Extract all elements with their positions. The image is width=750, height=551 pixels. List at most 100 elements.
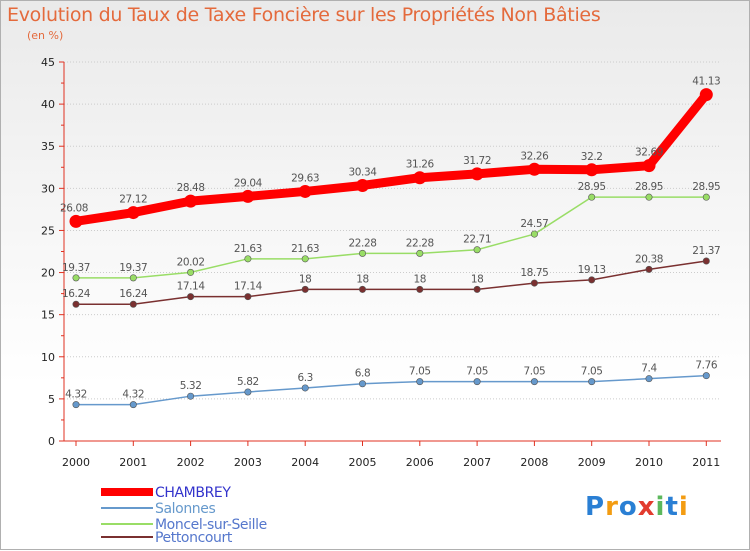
data-label: 27.12 [119, 194, 147, 206]
data-point [72, 300, 80, 308]
data-point [72, 401, 80, 409]
data-label: 16.24 [62, 288, 91, 300]
data-label: 18 [356, 273, 369, 285]
y-tick-label: 25 [41, 224, 55, 237]
data-label: 7.4 [641, 363, 657, 375]
data-point [358, 380, 366, 388]
data-label: 7.05 [466, 366, 488, 378]
data-point [129, 300, 137, 308]
data-point [645, 375, 653, 383]
logo-letter: x [637, 492, 656, 522]
logo-letter: t [665, 492, 679, 522]
data-point [301, 285, 309, 293]
data-label: 21.63 [291, 243, 319, 255]
data-label: 18.75 [520, 267, 548, 279]
y-tick-label: 35 [41, 140, 55, 153]
data-point [530, 378, 538, 386]
logo-letter: o [618, 492, 638, 522]
data-label: 6.3 [297, 372, 313, 384]
data-label: 28.95 [578, 181, 606, 193]
data-point [699, 88, 713, 102]
x-tick-label: 2006 [406, 456, 434, 469]
logo-letter: i [678, 492, 689, 522]
data-label: 7.05 [581, 366, 603, 378]
data-label: 19.13 [578, 264, 606, 276]
data-point [187, 268, 195, 276]
data-label: 7.76 [695, 360, 717, 372]
data-label: 24.57 [520, 218, 548, 230]
data-point [72, 274, 80, 282]
data-label: 7.05 [409, 366, 431, 378]
data-label: 22.28 [348, 237, 376, 249]
y-tick-label: 15 [41, 309, 55, 322]
y-tick-label: 45 [41, 56, 55, 69]
y-tick-label: 5 [48, 393, 55, 406]
series-line-chambrey [71, 90, 711, 226]
data-point [702, 372, 710, 380]
legend-label: Moncel-sur-Seille [155, 517, 267, 533]
data-point [416, 249, 424, 257]
data-point [530, 279, 538, 287]
x-tick-label: 2002 [177, 456, 205, 469]
data-point [473, 246, 481, 254]
x-tick-label: 2004 [291, 456, 319, 469]
data-point [129, 274, 137, 282]
data-label: 18 [414, 273, 427, 285]
data-point [358, 249, 366, 257]
data-label: 4.32 [65, 389, 87, 401]
data-label: 21.37 [692, 245, 720, 257]
data-label: 31.26 [406, 159, 435, 171]
legend-label: Salonnes [155, 501, 215, 517]
data-label: 4.32 [122, 389, 144, 401]
data-label: 32.2 [581, 151, 603, 163]
x-tick-label: 2009 [578, 456, 606, 469]
y-tick-label: 10 [41, 351, 55, 364]
data-point [298, 184, 312, 198]
data-label: 7.05 [524, 366, 546, 378]
data-point [473, 378, 481, 386]
data-label: 5.32 [180, 380, 202, 392]
data-point [358, 285, 366, 293]
x-tick-label: 2011 [692, 456, 720, 469]
data-label: 18 [299, 273, 312, 285]
data-point [527, 162, 541, 176]
data-label: 41.13 [692, 76, 720, 88]
series-line-moncel-sur-seille [75, 196, 708, 279]
data-label: 20.38 [635, 253, 663, 265]
x-tick-label: 2007 [463, 456, 491, 469]
proxiti-logo: Proxiti [585, 492, 689, 522]
data-label: 19.37 [119, 262, 147, 274]
y-tick-label: 20 [41, 267, 55, 280]
y-tick-label: 30 [41, 182, 55, 195]
data-label: 29.63 [291, 172, 319, 184]
data-point [301, 384, 309, 392]
x-tick-label: 2001 [119, 456, 147, 469]
data-label: 20.02 [177, 256, 205, 268]
data-point [585, 163, 599, 177]
data-label: 6.8 [355, 368, 371, 380]
x-tick-label: 2010 [635, 456, 663, 469]
data-point [530, 230, 538, 238]
data-point [470, 167, 484, 181]
data-point [588, 193, 596, 201]
y-tick-label: 40 [41, 98, 55, 111]
data-label: 16.24 [119, 288, 148, 300]
y-tick-label: 0 [48, 435, 55, 448]
data-label: 28.95 [692, 181, 720, 193]
chart-subtitle: (en %) [27, 29, 64, 42]
series-line-salonnes [75, 374, 708, 406]
data-label: 22.28 [406, 237, 434, 249]
data-label: 32.26 [520, 150, 549, 162]
data-point [301, 255, 309, 263]
legend-label: Pettoncourt [155, 530, 233, 546]
data-point [473, 285, 481, 293]
data-label: 29.04 [234, 177, 263, 189]
logo-letter: P [585, 492, 606, 522]
data-label: 17.14 [177, 281, 206, 293]
logo-letter: i [655, 492, 666, 522]
series-line-pettoncourt [75, 260, 708, 305]
data-point [702, 257, 710, 265]
x-tick-label: 2005 [349, 456, 377, 469]
